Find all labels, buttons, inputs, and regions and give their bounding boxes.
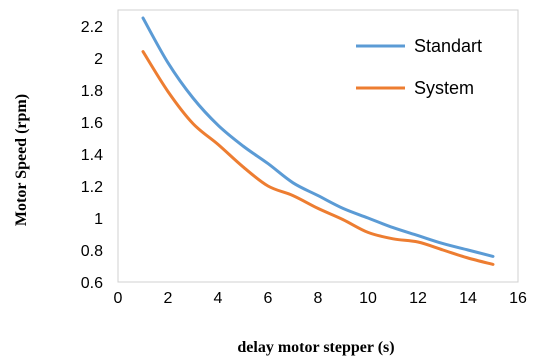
y-tick-label: 1 <box>94 211 103 228</box>
x-tick-label: 10 <box>359 290 377 307</box>
x-tick-label: 6 <box>264 290 273 307</box>
x-tick-label: 0 <box>114 290 123 307</box>
x-axis-title: delay motor stepper (s) <box>237 339 394 356</box>
y-tick-label: 1.8 <box>81 83 103 100</box>
legend-label: System <box>414 78 474 98</box>
y-axis-ticks: 0.6 0.8 1 1.2 1.4 1.6 1.8 2 2.2 <box>81 19 103 292</box>
plot-area <box>117 9 519 283</box>
y-tick-label: 0.6 <box>81 275 103 292</box>
x-tick-label: 14 <box>459 290 477 307</box>
legend-label: Standart <box>414 36 482 56</box>
y-axis-title: Motor Speed (rpm) <box>13 94 30 226</box>
plot-border <box>117 9 519 283</box>
series-lines <box>141 16 495 266</box>
y-tick-label: 1.4 <box>81 147 103 164</box>
y-tick-label: 1.6 <box>81 115 103 132</box>
x-tick-label: 8 <box>314 290 323 307</box>
x-tick-label: 4 <box>214 290 223 307</box>
y-tick-label: 2 <box>94 51 103 68</box>
series-line-system <box>141 50 495 266</box>
y-tick-label: 1.2 <box>81 179 103 196</box>
series-line-standart <box>141 16 495 258</box>
y-tick-label: 0.8 <box>81 243 103 260</box>
y-tick-label: 2.2 <box>81 19 103 36</box>
x-tick-label: 16 <box>509 290 527 307</box>
legend: Standart System <box>356 36 482 98</box>
x-tick-label: 2 <box>164 290 173 307</box>
x-tick-label: 12 <box>409 290 427 307</box>
x-axis-ticks: 0 2 4 6 8 10 12 14 16 <box>114 290 527 307</box>
